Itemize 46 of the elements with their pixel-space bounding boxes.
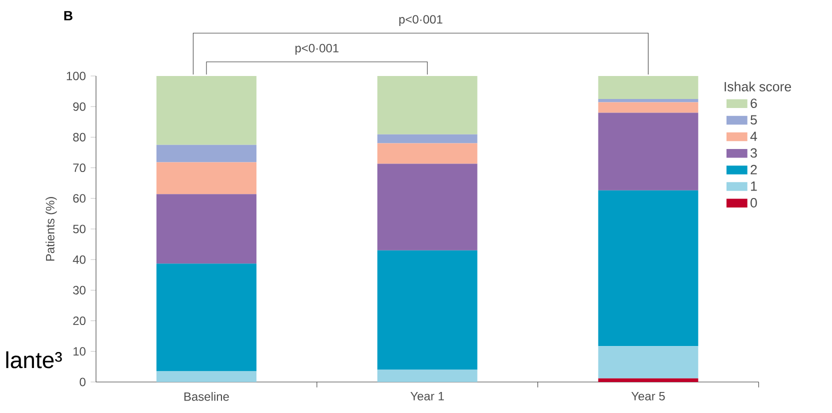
y-tick-label: 20 [73, 316, 86, 326]
y-tick-label: 70 [73, 164, 86, 172]
bar [598, 190, 698, 346]
y-tick-label: 60 [73, 194, 86, 203]
bar [156, 144, 256, 162]
legend-label: 3 [750, 148, 757, 158]
y-tick-label: 80 [73, 132, 86, 142]
bar [377, 134, 478, 144]
x-tick-label: Year 1 [410, 392, 444, 400]
bar [156, 264, 256, 372]
x-tick-label: Baseline [184, 392, 229, 401]
legend-label: 2 [750, 164, 757, 174]
text: lante³ [6, 351, 62, 368]
bar [156, 162, 256, 194]
legend-label: 6 [750, 98, 757, 108]
legend-title: Ishak score [724, 82, 792, 92]
bar [156, 371, 256, 382]
bar [377, 76, 478, 134]
bar [598, 76, 698, 99]
bar [598, 346, 698, 378]
bar [377, 143, 478, 164]
bar [377, 250, 478, 370]
bar [156, 76, 256, 145]
legend-label: 4 [750, 132, 758, 141]
y-tick-label: 90 [73, 102, 86, 111]
legend-label: 0 [750, 198, 757, 208]
y-tick-label: 100 [66, 72, 86, 80]
y-tick-label: 10 [74, 347, 86, 356]
chart-title: B [64, 11, 72, 20]
text: p<0·001 [295, 44, 338, 55]
bar [598, 102, 698, 113]
bar [598, 98, 698, 102]
bar [377, 164, 478, 250]
y-tick-label: 0 [80, 378, 86, 386]
bar [377, 370, 478, 382]
y-axis-title: Patients (%) [46, 197, 57, 261]
legend-label: 1 [751, 182, 757, 191]
bar [156, 194, 256, 264]
y-tick-label: 40 [72, 255, 86, 264]
bar [598, 112, 698, 190]
legend-label: 5 [750, 115, 757, 125]
text: p<0·001 [399, 15, 442, 26]
y-tick-label: 30 [73, 286, 86, 294]
bar [598, 378, 698, 382]
x-tick-label: Year 5 [631, 392, 665, 400]
y-tick-label: 50 [73, 224, 86, 234]
